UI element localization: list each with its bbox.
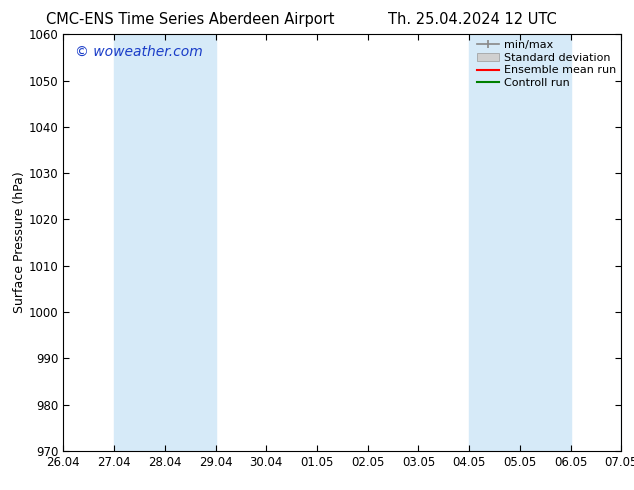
Bar: [114, 34, 216, 451]
Text: CMC-ENS Time Series Aberdeen Airport: CMC-ENS Time Series Aberdeen Airport: [46, 12, 335, 27]
Text: © woweather.com: © woweather.com: [75, 45, 202, 59]
Bar: [469, 34, 571, 451]
Legend: min/max, Standard deviation, Ensemble mean run, Controll run: min/max, Standard deviation, Ensemble me…: [475, 38, 618, 91]
Text: Th. 25.04.2024 12 UTC: Th. 25.04.2024 12 UTC: [388, 12, 557, 27]
Y-axis label: Surface Pressure (hPa): Surface Pressure (hPa): [13, 172, 26, 314]
Bar: [621, 34, 634, 451]
